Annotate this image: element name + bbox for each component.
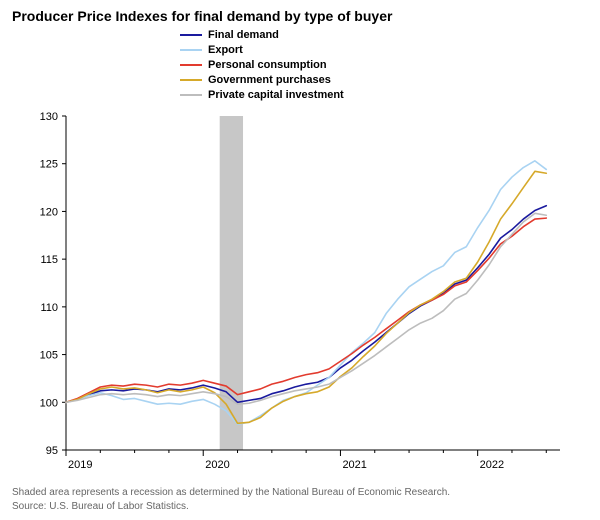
- legend-label: Government purchases: [208, 73, 331, 87]
- series-line: [66, 213, 546, 404]
- legend-item: Final demand: [180, 28, 344, 42]
- legend-swatch: [180, 94, 202, 96]
- y-tick-label: 125: [40, 159, 58, 171]
- legend-swatch: [180, 34, 202, 36]
- y-tick-label: 130: [40, 111, 58, 123]
- y-tick-label: 120: [40, 206, 58, 218]
- legend-label: Final demand: [208, 28, 279, 42]
- y-tick-label: 95: [46, 445, 58, 457]
- legend-item: Personal consumption: [180, 58, 344, 72]
- x-tick-label: 2022: [480, 459, 504, 471]
- legend-label: Private capital investment: [208, 88, 344, 102]
- footnote-recession: Shaded area represents a recession as de…: [12, 487, 450, 498]
- series-line: [66, 218, 546, 402]
- y-tick-label: 115: [40, 254, 58, 266]
- y-tick-label: 110: [40, 302, 58, 314]
- x-tick-label: 2020: [205, 459, 229, 471]
- x-tick-label: 2021: [342, 459, 366, 471]
- footnote-source: Source: U.S. Bureau of Labor Statistics.: [12, 501, 189, 512]
- legend: Final demandExportPersonal consumptionGo…: [180, 28, 344, 103]
- legend-swatch: [180, 64, 202, 66]
- legend-item: Export: [180, 43, 344, 57]
- series-line: [66, 171, 546, 423]
- legend-label: Personal consumption: [208, 58, 327, 72]
- series-line: [66, 206, 546, 403]
- legend-swatch: [180, 49, 202, 51]
- chart-plot-area: 951001051101151201251302019202020212022: [58, 110, 568, 450]
- chart-title: Producer Price Indexes for final demand …: [12, 8, 392, 24]
- chart-svg: 951001051101151201251302019202020212022: [58, 110, 568, 470]
- x-tick-label: 2019: [68, 459, 92, 471]
- legend-swatch: [180, 79, 202, 81]
- legend-label: Export: [208, 43, 243, 57]
- legend-item: Private capital investment: [180, 88, 344, 102]
- y-tick-label: 105: [40, 350, 58, 362]
- chart-container: Producer Price Indexes for final demand …: [0, 0, 600, 520]
- y-tick-label: 100: [40, 397, 58, 409]
- legend-item: Government purchases: [180, 73, 344, 87]
